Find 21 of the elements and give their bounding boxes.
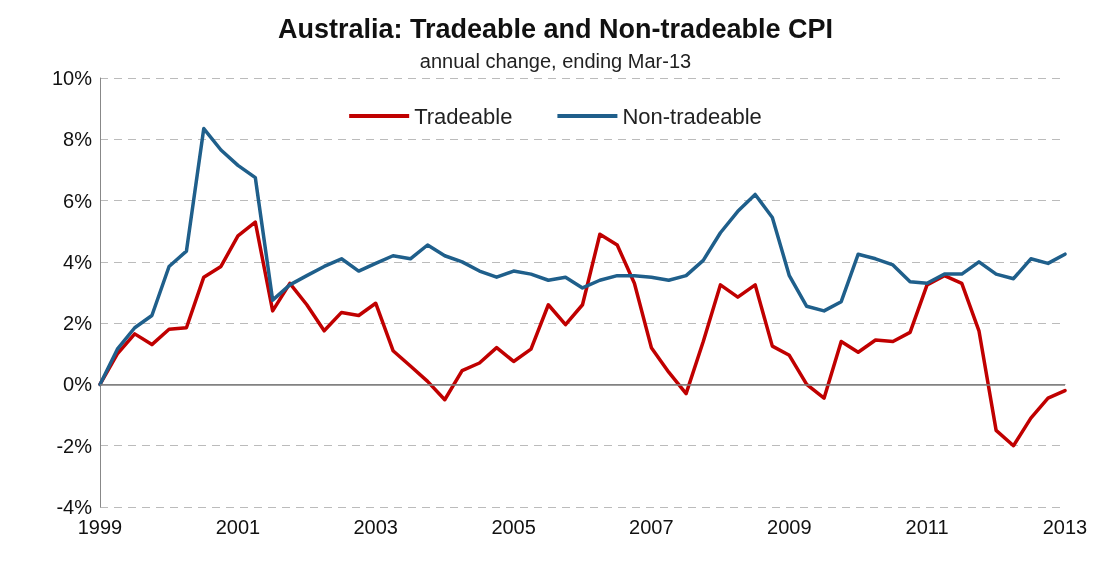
x-tick-label: 2005 <box>491 516 536 538</box>
x-tick-label: 1999 <box>77 516 123 538</box>
legend-label: Tradeable <box>414 103 513 129</box>
legend-label: Non-tradeable <box>622 103 762 129</box>
y-tick-label: 8% <box>63 128 93 151</box>
y-tick-label: -4% <box>56 496 93 518</box>
y-tick-label: -2% <box>56 434 93 457</box>
y-tick-label: 6% <box>63 189 93 212</box>
x-tick-label: 2007 <box>629 516 674 538</box>
y-tick-label: 10% <box>51 67 93 89</box>
x-tick-label: 2001 <box>215 516 261 538</box>
y-tick-label: 4% <box>63 250 93 273</box>
chart-subtitle: annual change, ending Mar-13 <box>419 50 692 72</box>
x-tick-label: 2013 <box>1042 516 1088 538</box>
y-tick-label: 2% <box>63 312 93 335</box>
x-tick-label: 2003 <box>353 516 398 538</box>
chart-title: Australia: Tradeable and Non-tradeable CPI <box>277 13 834 44</box>
x-tick-label: 2011 <box>905 516 949 538</box>
x-tick-label: 2009 <box>767 516 812 538</box>
y-tick-label: 0% <box>63 373 93 396</box>
line-series <box>98 126 1067 387</box>
